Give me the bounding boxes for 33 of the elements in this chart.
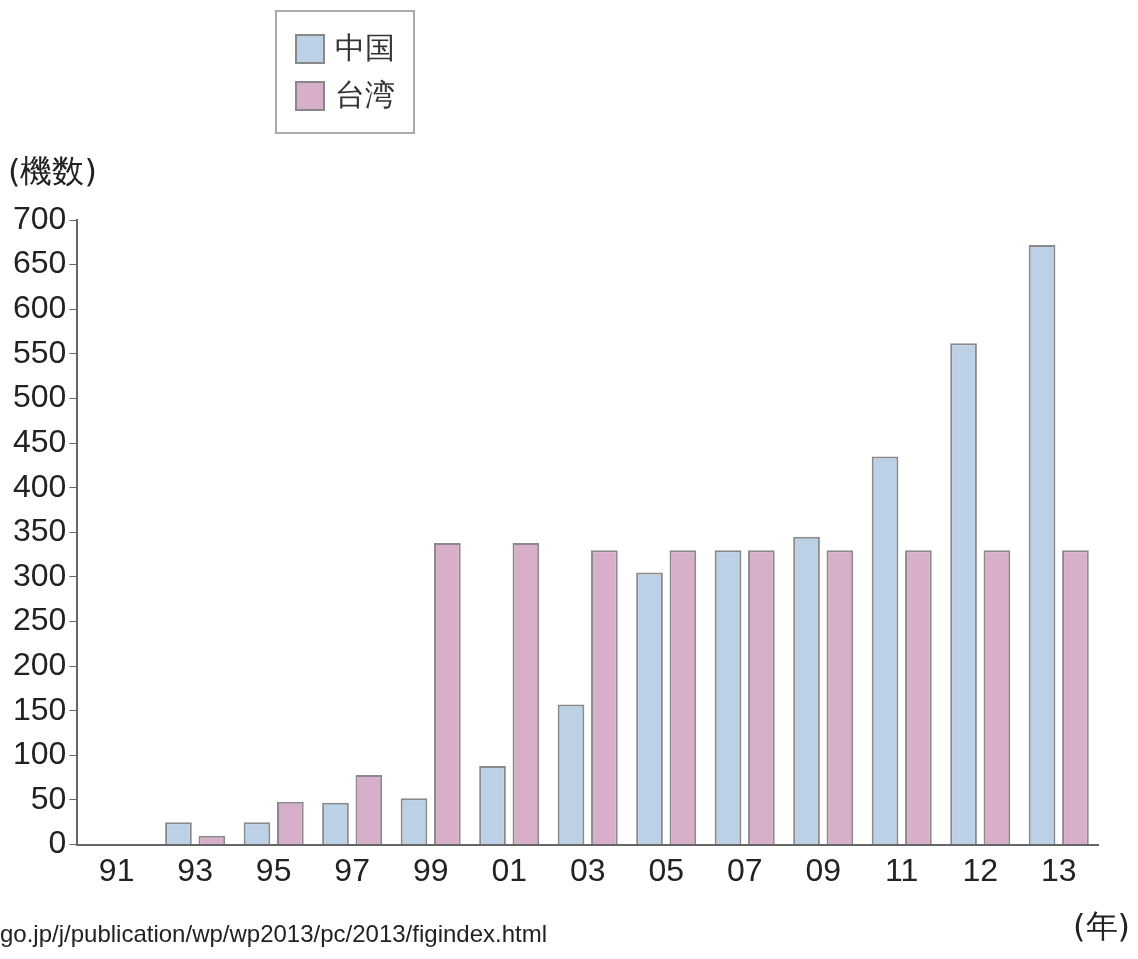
x-tick-label: 01 bbox=[491, 851, 527, 888]
x-tick-label: 95 bbox=[255, 851, 292, 888]
x-tick-label: 03 bbox=[569, 851, 606, 888]
y-tick-label: 50 bbox=[30, 779, 67, 816]
y-tick-label: 350 bbox=[13, 512, 67, 549]
x-tick-label: 12 bbox=[962, 851, 999, 888]
y-tick-label: 300 bbox=[13, 556, 67, 593]
y-tick-label: 200 bbox=[13, 645, 67, 682]
y-tick-label: 150 bbox=[13, 690, 67, 727]
y-tick-label: 450 bbox=[13, 422, 67, 459]
x-tick-label: 13 bbox=[1040, 851, 1077, 888]
x-tick-label: 97 bbox=[334, 851, 370, 888]
y-axis-title: (機数) bbox=[8, 151, 97, 192]
y-tick-label: 500 bbox=[13, 378, 67, 415]
x-tick-label: 07 bbox=[726, 851, 763, 888]
y-tick-label: 250 bbox=[13, 601, 67, 638]
text: go.jp/j/publication/wp/wp2013/pc/2013/figindex.html bbox=[0, 920, 548, 948]
x-tick-label: 93 bbox=[177, 851, 213, 888]
x-axis-title: (年) bbox=[1073, 906, 1130, 947]
x-tick-label: 99 bbox=[412, 851, 449, 888]
y-tick-label: 100 bbox=[13, 735, 67, 772]
x-tick-label: 91 bbox=[98, 851, 135, 888]
y-tick-label: 700 bbox=[13, 199, 67, 236]
x-tick-label: 09 bbox=[805, 851, 842, 888]
y-tick-label: 650 bbox=[13, 244, 67, 281]
x-tick-label: 05 bbox=[648, 851, 684, 888]
legend-label: 台湾 bbox=[335, 76, 395, 114]
y-tick-label: 0 bbox=[48, 824, 67, 861]
y-tick-label: 600 bbox=[13, 289, 67, 326]
x-tick-label: 11 bbox=[885, 851, 919, 888]
legend-label: 中国 bbox=[335, 29, 395, 67]
y-tick-label: 550 bbox=[13, 333, 67, 370]
y-tick-label: 400 bbox=[13, 467, 67, 504]
